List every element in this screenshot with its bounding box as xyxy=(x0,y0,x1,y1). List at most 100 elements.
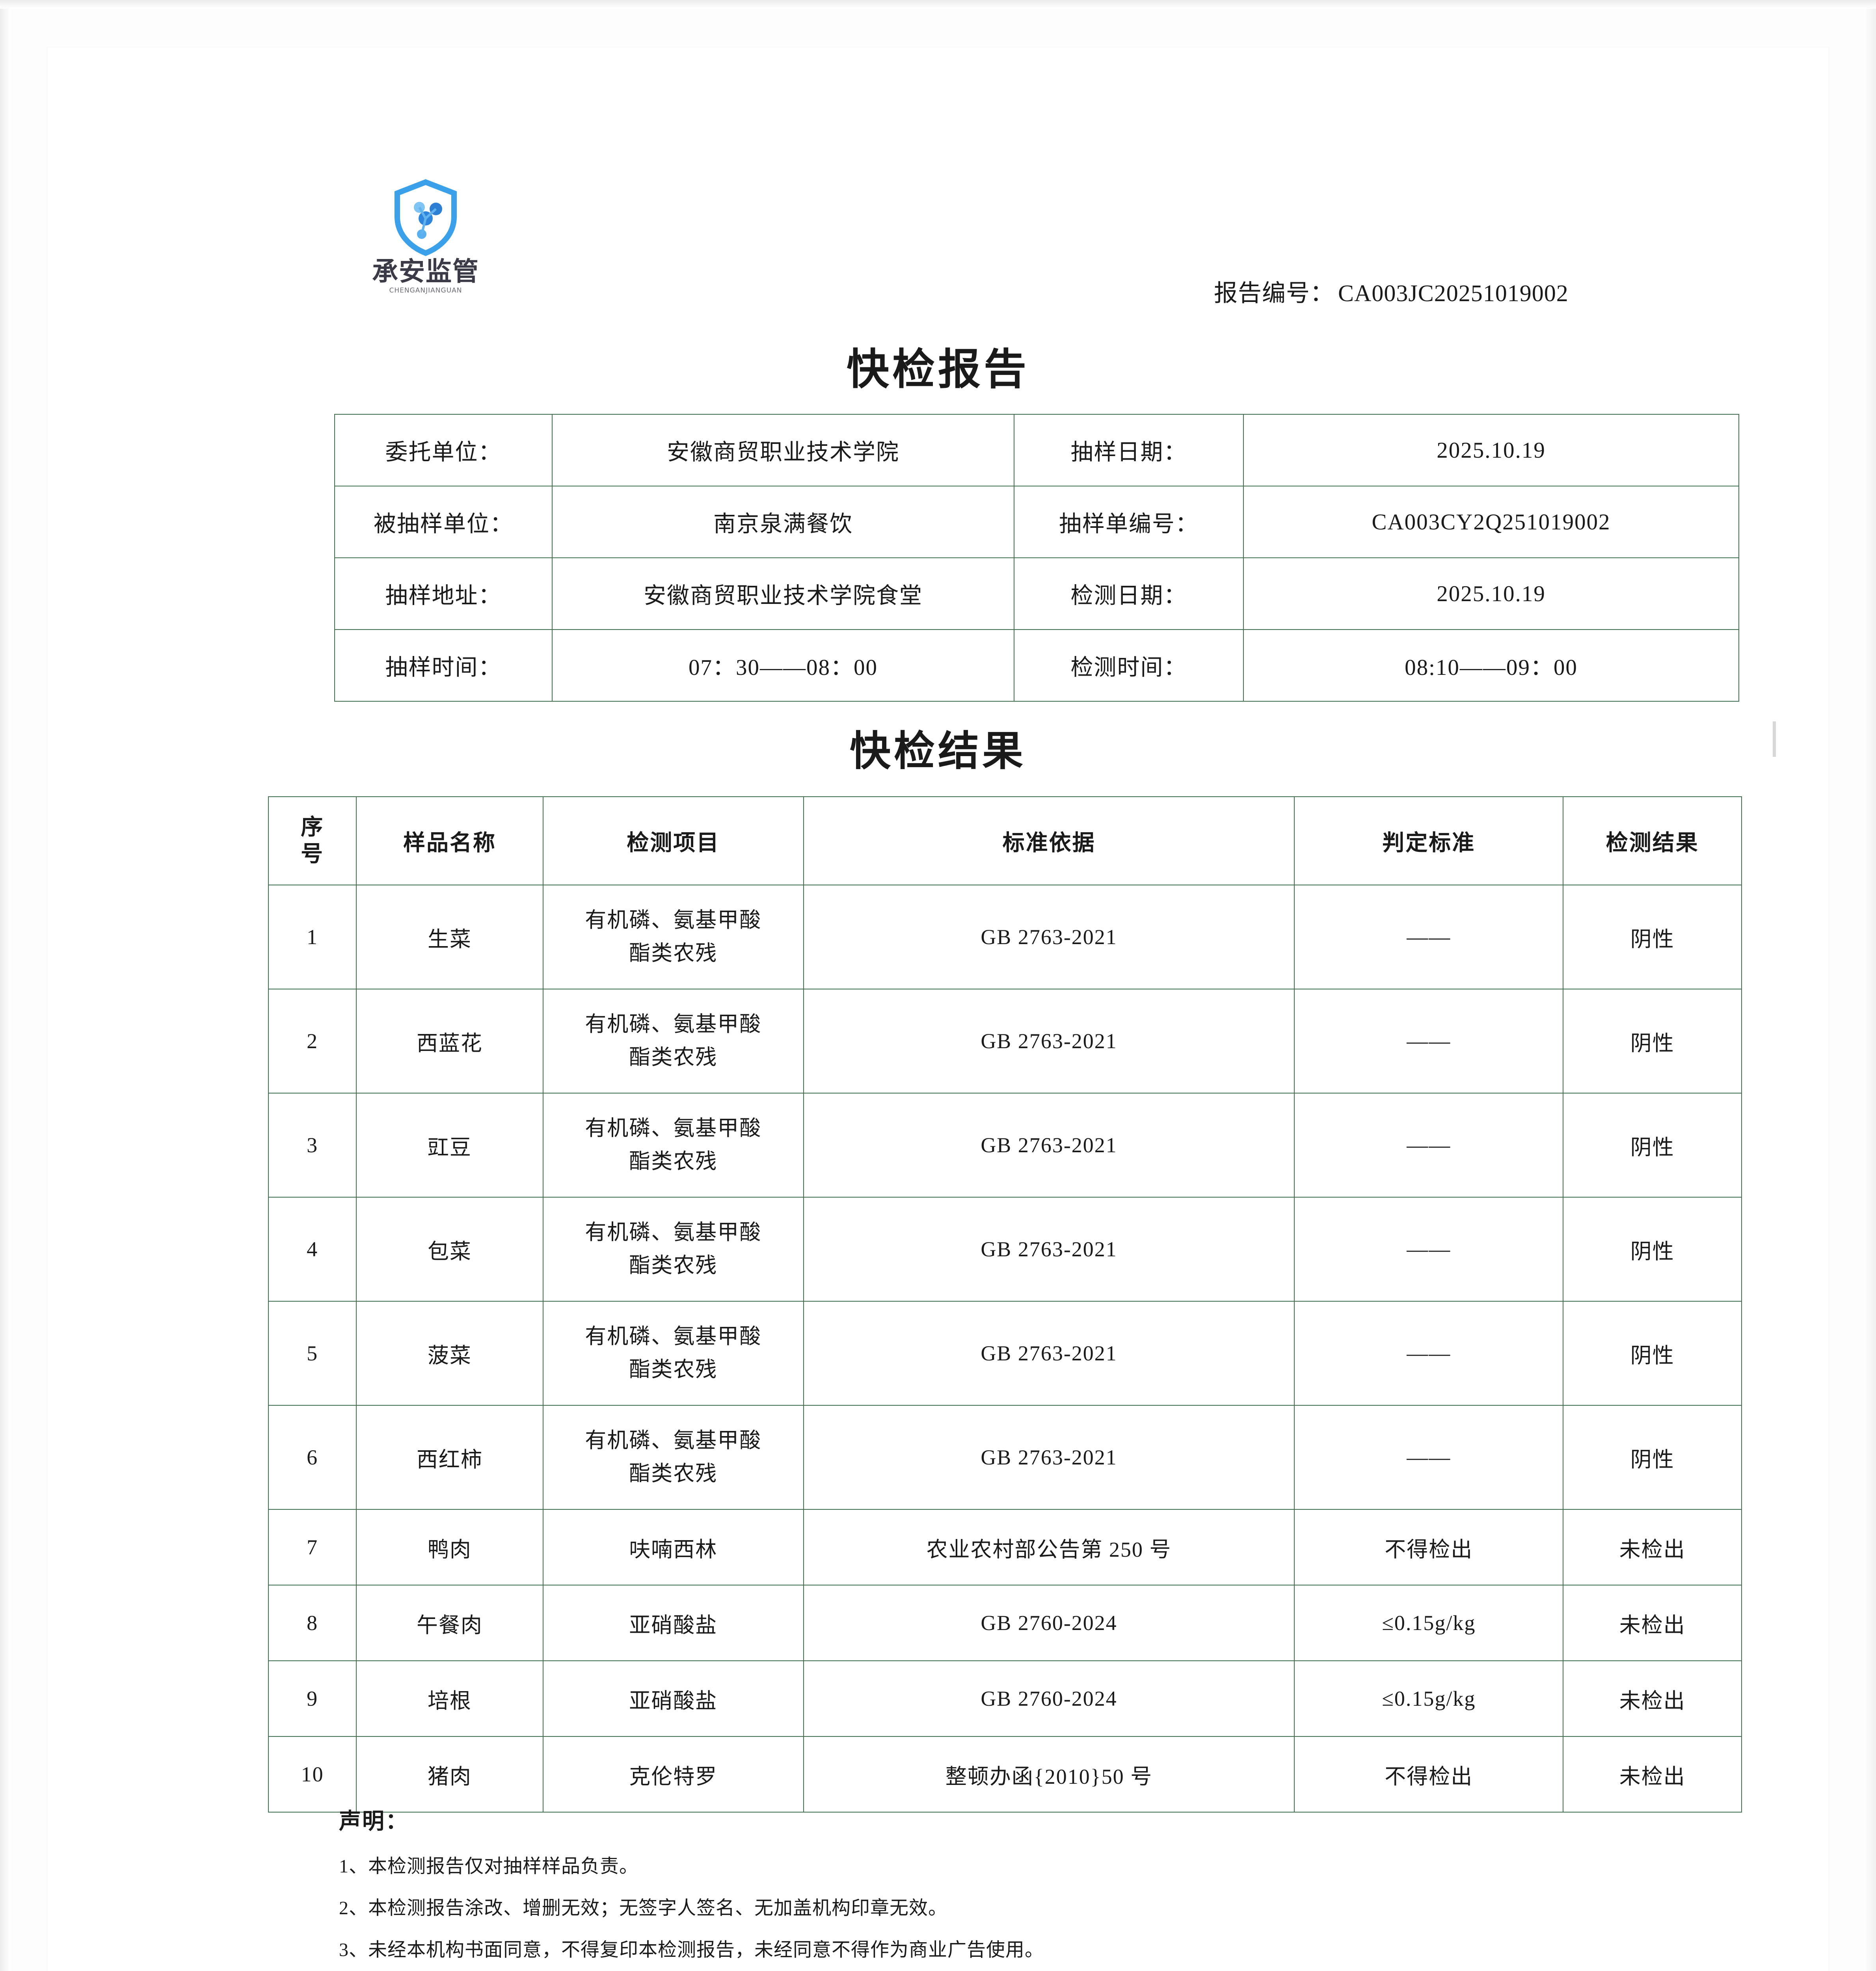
cell-criteria: —— xyxy=(1294,1093,1564,1198)
paper-sheet: 承安监管 CHENGANJIANGUAN 报告编号： CA003JC2025101… xyxy=(47,47,1829,1971)
cell-test-item-line1: 有机磷、氨基甲酸 xyxy=(585,1116,762,1140)
cell-test-item-line2: 酯类农残 xyxy=(629,1358,718,1381)
cell-result: 未检出 xyxy=(1563,1509,1742,1585)
table-row: 4 包菜 有机磷、氨基甲酸 酯类农残 GB 2763-2021 —— 阴性 xyxy=(268,1197,1742,1302)
cell-standard: GB 2763-2021 xyxy=(803,1301,1295,1406)
table-row: 抽样地址： 安徽商贸职业技术学院食堂 检测日期： 2025.10.19 xyxy=(334,557,1739,630)
cell-test-item-line2: 酯类农残 xyxy=(629,1045,718,1069)
cell-criteria: —— xyxy=(1294,989,1564,1094)
cell-result: 阴性 xyxy=(1563,1093,1742,1198)
column-header-no: 序 号 xyxy=(268,796,357,885)
cell-sample: 鸭肉 xyxy=(356,1509,543,1585)
cell-test-item-line1: 有机磷、氨基甲酸 xyxy=(585,1325,762,1349)
declaration-item-3: 3、未经本机构书面同意，不得复印本检测报告，未经同意不得作为商业广告使用。 xyxy=(339,1939,1044,1961)
cell-sample: 包菜 xyxy=(356,1197,543,1302)
cell-sample: 菠菜 xyxy=(356,1301,543,1406)
cell-no: 1 xyxy=(268,885,357,989)
results-section-title: 快检结果 xyxy=(849,729,1026,774)
cell-no: 6 xyxy=(268,1405,357,1510)
table-row: 7 鸭肉 呋喃西林 农业农村部公告第 250 号 不得检出 未检出 xyxy=(268,1509,1742,1585)
cell-test-item: 有机磷、氨基甲酸 酯类农残 xyxy=(542,1301,804,1406)
cell-test-item: 亚硝酸盐 xyxy=(542,1585,804,1661)
cell-test-item-line2: 酯类农残 xyxy=(629,941,718,965)
cell-test-item: 有机磷、氨基甲酸 酯类农残 xyxy=(542,1197,804,1302)
cell-test-item-line1: 有机磷、氨基甲酸 xyxy=(585,908,762,932)
column-header-no-line1: 序 xyxy=(301,815,324,840)
margin-artifact xyxy=(1773,721,1776,757)
cell-sample: 豇豆 xyxy=(356,1093,543,1198)
cell-criteria: ≤0.15g/kg xyxy=(1294,1660,1564,1737)
cell-no: 10 xyxy=(268,1736,357,1813)
cell-test-item-line1: 有机磷、氨基甲酸 xyxy=(585,1012,762,1036)
cell-test-item: 克伦特罗 xyxy=(542,1736,804,1813)
table-row: 9 培根 亚硝酸盐 GB 2760-2024 ≤0.15g/kg 未检出 xyxy=(268,1660,1742,1737)
cell-standard: GB 2763-2021 xyxy=(803,1093,1295,1198)
table-row: 6 西红柿 有机磷、氨基甲酸 酯类农残 GB 2763-2021 —— 阴性 xyxy=(268,1405,1742,1510)
report-number-label: 报告编号： xyxy=(1214,280,1334,306)
declaration-section: 声明： 1、本检测报告仅对抽样样品负责。 2、本检测报告涂改、增删无效；无签字人… xyxy=(339,1803,1710,1971)
column-header-criteria: 判定标准 xyxy=(1294,796,1564,885)
cell-standard: 农业农村部公告第 250 号 xyxy=(803,1509,1295,1585)
cell-sample: 生菜 xyxy=(356,885,543,989)
cell-result: 阴性 xyxy=(1563,1405,1742,1510)
cell-criteria: 不得检出 xyxy=(1294,1736,1564,1813)
cell-result: 阴性 xyxy=(1563,885,1742,989)
info-value-test-date: 2025.10.19 xyxy=(1243,557,1739,630)
scan-edge-left xyxy=(0,0,10,1971)
info-value-sampling-no: CA003CY2Q251019002 xyxy=(1243,486,1739,558)
cell-test-item: 有机磷、氨基甲酸 酯类农残 xyxy=(542,989,804,1094)
table-row: 1 生菜 有机磷、氨基甲酸 酯类农残 GB 2763-2021 —— 阴性 xyxy=(268,885,1742,989)
cell-no: 4 xyxy=(268,1197,357,1302)
declaration-title: 声明： xyxy=(339,1809,409,1834)
cell-standard: GB 2763-2021 xyxy=(803,1405,1295,1510)
info-value-entrust-unit: 安徽商贸职业技术学院 xyxy=(552,414,1014,486)
cell-test-item: 呋喃西林 xyxy=(542,1509,804,1585)
info-value-sampling-date: 2025.10.19 xyxy=(1243,414,1739,486)
column-header-standard: 标准依据 xyxy=(803,796,1295,885)
info-value-sampled-unit: 南京泉满餐饮 xyxy=(552,486,1014,558)
report-number: 报告编号： CA003JC20251019002 xyxy=(1214,274,1569,308)
cell-standard: GB 2760-2024 xyxy=(803,1660,1295,1737)
table-row: 10 猪肉 克伦特罗 整顿办函{2010}50 号 不得检出 未检出 xyxy=(268,1736,1742,1813)
page-title: 快检报告 xyxy=(846,347,1029,393)
table-row: 5 菠菜 有机磷、氨基甲酸 酯类农残 GB 2763-2021 —— 阴性 xyxy=(268,1301,1742,1406)
cell-sample: 西蓝花 xyxy=(356,989,543,1094)
column-header-sample-name: 样品名称 xyxy=(356,796,543,885)
cell-sample: 午餐肉 xyxy=(356,1585,543,1661)
column-header-no-line2: 号 xyxy=(301,842,324,866)
table-row: 3 豇豆 有机磷、氨基甲酸 酯类农残 GB 2763-2021 —— 阴性 xyxy=(268,1093,1742,1198)
scan-edge-top xyxy=(0,0,1876,9)
cell-criteria: —— xyxy=(1294,1197,1564,1302)
cell-result: 阴性 xyxy=(1563,989,1742,1094)
cell-sample: 培根 xyxy=(356,1660,543,1737)
cell-test-item-line1: 有机磷、氨基甲酸 xyxy=(585,1220,762,1244)
cell-result: 阴性 xyxy=(1563,1197,1742,1302)
cell-no: 5 xyxy=(268,1301,357,1406)
declaration-item-1: 1、本检测报告仅对抽样样品负责。 xyxy=(339,1856,639,1877)
table-header-row: 序 号 样品名称 检测项目 标准依据 判定标准 检测结果 xyxy=(268,796,1742,885)
cell-test-item: 有机磷、氨基甲酸 酯类农残 xyxy=(542,1093,804,1198)
results-table: 序 号 样品名称 检测项目 标准依据 判定标准 检测结果 1 生菜 有机磷、氨基… xyxy=(268,796,1742,1813)
cell-test-item-line2: 酯类农残 xyxy=(629,1149,718,1173)
info-label-test-time: 检测时间： xyxy=(1014,629,1244,702)
info-label-sampling-time: 抽样时间： xyxy=(334,629,553,702)
cell-test-item: 亚硝酸盐 xyxy=(542,1660,804,1737)
table-row: 2 西蓝花 有机磷、氨基甲酸 酯类农残 GB 2763-2021 —— 阴性 xyxy=(268,989,1742,1094)
info-label-sampling-no: 抽样单编号： xyxy=(1014,486,1244,558)
cell-standard: 整顿办函{2010}50 号 xyxy=(803,1736,1295,1813)
cell-standard: GB 2763-2021 xyxy=(803,989,1295,1094)
cell-result: 未检出 xyxy=(1563,1736,1742,1813)
cell-result: 未检出 xyxy=(1563,1585,1742,1661)
column-header-test-item: 检测项目 xyxy=(542,796,804,885)
table-row: 被抽样单位： 南京泉满餐饮 抽样单编号： CA003CY2Q251019002 xyxy=(334,486,1739,558)
cell-standard: GB 2763-2021 xyxy=(803,1197,1295,1302)
cell-standard: GB 2763-2021 xyxy=(803,885,1295,989)
sampling-info-table: 委托单位： 安徽商贸职业技术学院 抽样日期： 2025.10.19 被抽样单位：… xyxy=(334,414,1739,702)
info-label-sampling-address: 抽样地址： xyxy=(334,557,553,630)
shield-network-icon xyxy=(395,179,457,256)
cell-test-item-line2: 酯类农残 xyxy=(629,1254,718,1277)
cell-criteria: —— xyxy=(1294,885,1564,989)
cell-standard: GB 2760-2024 xyxy=(803,1585,1295,1661)
cell-criteria: 不得检出 xyxy=(1294,1509,1564,1585)
